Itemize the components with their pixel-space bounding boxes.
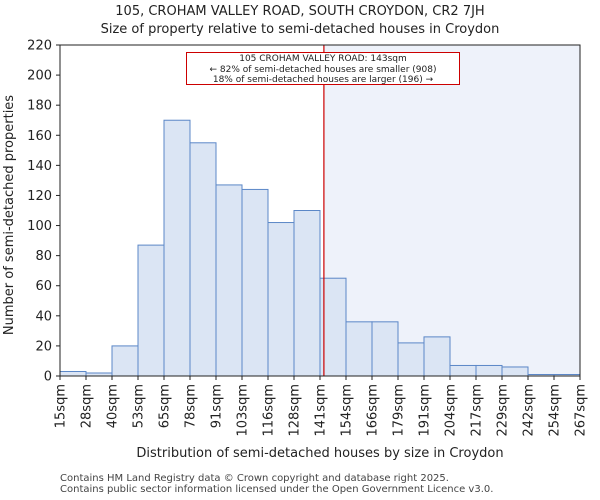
histogram-bar (137, 244, 165, 377)
x-tick-label: 204sqm (444, 384, 459, 437)
y-tick-label: 120 (27, 189, 52, 204)
x-tick-label: 267sqm (574, 384, 589, 437)
y-axis-label: Number of semi-detached properties (2, 95, 17, 335)
y-tick-label: 220 (27, 39, 52, 54)
footer-line-1: Contains HM Land Registry data © Crown c… (60, 473, 449, 484)
histogram-bar (111, 345, 139, 377)
histogram-bar (293, 210, 321, 377)
histogram-bar (345, 321, 373, 377)
x-tick-label: 191sqm (418, 384, 433, 437)
property-annotation: 105 CROHAM VALLEY ROAD: 143sqm ← 82% of … (186, 52, 460, 85)
x-tick-label: 179sqm (392, 384, 407, 437)
y-tick-label: 20 (35, 339, 52, 354)
histogram-bar (475, 364, 503, 377)
histogram-bar (501, 366, 529, 377)
histogram-bar (215, 184, 243, 377)
chart-title: 105, CROHAM VALLEY ROAD, SOUTH CROYDON, … (115, 4, 485, 19)
y-tick-label: 100 (27, 219, 52, 234)
histogram-bar (423, 336, 451, 377)
histogram-bar (267, 222, 295, 377)
x-tick-label: 65sqm (158, 384, 173, 428)
y-tick-label: 60 (35, 279, 52, 294)
x-tick-label: 154sqm (340, 384, 355, 437)
footer-line-2: Contains public sector information licen… (60, 484, 494, 495)
histogram-bar (241, 188, 269, 377)
x-tick-label: 91sqm (210, 384, 225, 428)
histogram-bar (163, 119, 191, 377)
histogram-bar (397, 342, 425, 377)
x-tick-label: 141sqm (314, 384, 329, 437)
annotation-line-3: 18% of semi-detached houses are larger (… (212, 75, 434, 85)
x-tick-label: 28sqm (80, 384, 95, 428)
x-tick-label: 53sqm (132, 384, 147, 428)
larger-region-shade (323, 45, 580, 376)
y-tick-label: 80 (35, 249, 52, 264)
x-tick-label: 242sqm (522, 384, 537, 437)
x-tick-label: 116sqm (262, 384, 277, 437)
annotation-line-1: 105 CROHAM VALLEY ROAD: 143sqm (239, 54, 407, 64)
x-tick-label: 229sqm (496, 384, 511, 437)
x-tick-label: 103sqm (236, 384, 251, 437)
x-tick-label: 15sqm (54, 384, 69, 428)
histogram-bar (449, 364, 477, 377)
histogram-bar (59, 370, 87, 377)
y-tick-label: 160 (27, 129, 52, 144)
x-tick-label: 128sqm (288, 384, 303, 437)
x-tick-label: 78sqm (184, 384, 199, 428)
chart-subtitle: Size of property relative to semi-detach… (100, 22, 500, 37)
y-tick-label: 0 (44, 370, 52, 385)
x-axis-label: Distribution of semi-detached houses by … (136, 446, 503, 461)
histogram-bar (189, 142, 217, 377)
histogram-bar (371, 321, 399, 377)
x-tick-label: 217sqm (470, 384, 485, 437)
y-tick-label: 140 (27, 159, 52, 174)
x-tick-label: 166sqm (366, 384, 381, 437)
y-tick-label: 200 (27, 69, 52, 84)
x-tick-label: 40sqm (106, 384, 121, 428)
y-tick-label: 40 (35, 309, 52, 324)
annotation-line-2: ← 82% of semi-detached houses are smalle… (209, 64, 437, 75)
y-tick-label: 180 (27, 99, 52, 114)
x-tick-label: 254sqm (548, 384, 563, 437)
